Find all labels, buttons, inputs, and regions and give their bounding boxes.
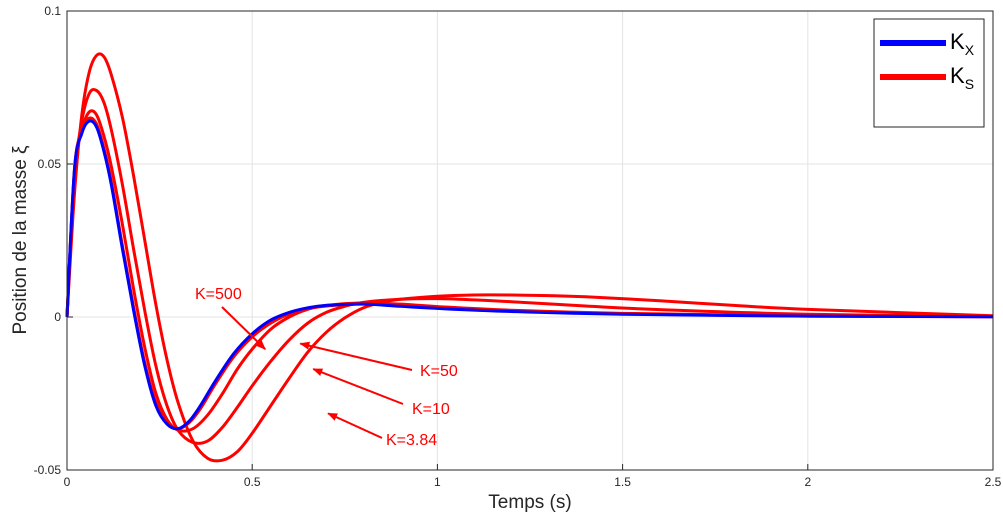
legend-label-kx-main: K	[950, 29, 965, 54]
series-line-ks	[65, 109, 994, 433]
legend-label-kx: KX	[950, 29, 975, 58]
legend-label-ks: KS	[950, 63, 974, 92]
x-tick-label: 0	[64, 475, 71, 489]
x-axis-label: Temps (s)	[488, 492, 571, 513]
x-tick-label: 1	[434, 475, 441, 489]
legend: KX KS	[873, 18, 985, 128]
x-tick-label: 2	[804, 475, 811, 489]
series-line-ks	[65, 52, 994, 463]
annotation-arrow-k10	[312, 368, 404, 405]
legend-label-kx-sub: X	[965, 42, 975, 58]
series-line-ks	[65, 88, 994, 445]
y-tick-label: 0	[54, 310, 61, 324]
series-group	[65, 52, 994, 463]
plot-frame	[66, 10, 994, 471]
annotation-arrow-k384	[327, 412, 383, 439]
annotations: K=500 K=50 K=10 K=3.84	[195, 286, 458, 449]
y-tick-label: 0.05	[38, 157, 62, 171]
annotation-k10: K=10	[412, 401, 450, 418]
annotation-arrow-k50	[299, 341, 413, 371]
y-axis-label: Position de la masse ξ	[10, 145, 31, 335]
y-tick-label: 0.1	[44, 4, 61, 18]
x-tick-label: 0.5	[244, 475, 261, 489]
y-tick-label: -0.05	[34, 463, 62, 477]
x-tick-label: 2.5	[985, 475, 1002, 489]
annotation-k50: K=50	[420, 363, 458, 380]
annotation-k384: K=3.84	[386, 432, 437, 449]
legend-label-ks-main: K	[950, 63, 965, 88]
legend-box	[873, 18, 985, 128]
x-tick-label: 1.5	[614, 475, 631, 489]
annotation-k500: K=500	[195, 286, 242, 303]
legend-label-ks-sub: S	[965, 76, 974, 92]
annotation-arrow-k500	[221, 306, 266, 350]
series-line-kx	[65, 119, 994, 431]
